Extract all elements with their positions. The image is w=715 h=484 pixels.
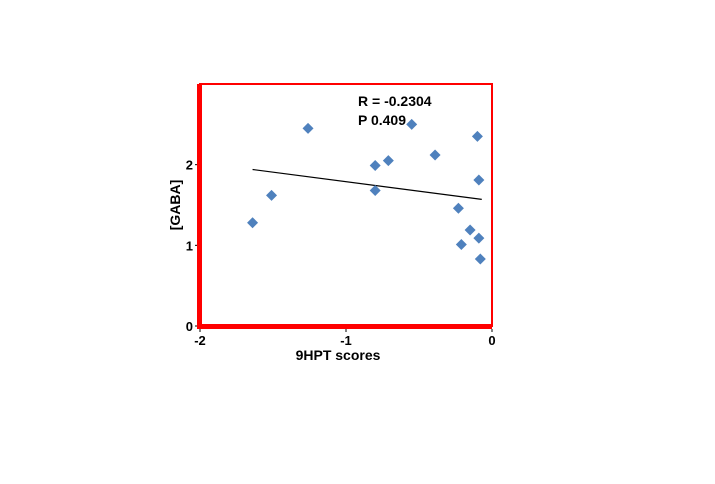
correlation-r-annotation: R = -0.2304 (358, 93, 432, 109)
data-point (471, 130, 483, 142)
data-point (382, 155, 394, 167)
data-point (406, 118, 418, 130)
data-point (473, 232, 485, 244)
data-point (266, 189, 278, 201)
data-point (369, 159, 381, 171)
y-axis-ticks: 0 1 2 (186, 158, 197, 334)
data-point (455, 239, 467, 251)
data-point (473, 174, 485, 186)
plot-area-border (199, 83, 493, 327)
data-point (474, 253, 486, 265)
trendline (252, 168, 482, 200)
y-axis-title: [GABA] (167, 180, 183, 231)
x-axis-title: 9HPT scores (296, 347, 381, 363)
y-tick-label: 1 (186, 238, 193, 253)
y-axis-line (197, 84, 202, 329)
y-tick-label: 2 (186, 158, 193, 173)
x-axis-line (197, 324, 492, 329)
data-point (464, 224, 476, 236)
data-point (429, 149, 441, 161)
p-value-annotation: P 0.409 (358, 112, 406, 128)
data-point (302, 122, 314, 134)
x-axis-ticks: -2 -1 0 (194, 329, 496, 348)
x-tick-label: -1 (340, 333, 352, 348)
x-tick-label: 0 (488, 333, 495, 348)
data-points (247, 118, 486, 265)
data-point (247, 217, 259, 229)
y-tick-label: 0 (186, 319, 193, 334)
data-point (369, 184, 381, 196)
data-point (452, 202, 464, 214)
x-tick-label: -2 (194, 333, 206, 348)
